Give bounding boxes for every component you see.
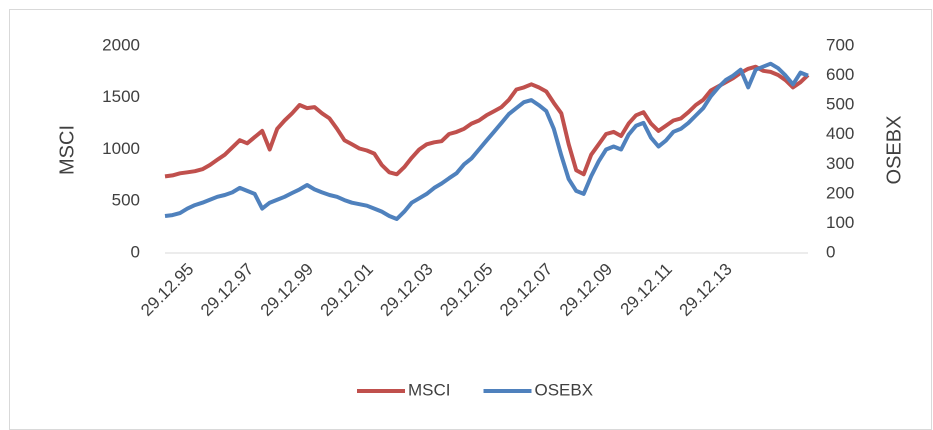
y2-tick-label: 200 [826, 183, 854, 202]
y2-tick-label: 400 [826, 124, 854, 143]
line-series [164, 61, 809, 221]
y2-tick-label: 600 [826, 65, 854, 84]
y2-tick-label: 100 [826, 213, 854, 232]
y2-tick-label: 700 [826, 35, 854, 54]
y2-axis-title: OSEBX [883, 116, 905, 185]
legend-label: MSCI [408, 380, 451, 399]
chart-border [9, 9, 932, 430]
line-series [164, 64, 810, 179]
y-axis-title: MSCI [56, 125, 78, 175]
y2-tick-label: 300 [826, 154, 854, 173]
y-tick-label: 2000 [102, 35, 140, 54]
legend-label: OSEBX [535, 380, 594, 399]
y-tick-label: 500 [112, 191, 140, 210]
y2-tick-label: 0 [826, 242, 835, 261]
y2-tick-label: 500 [826, 95, 854, 114]
y-tick-label: 1000 [102, 139, 140, 158]
y-tick-label: 1500 [102, 87, 140, 106]
y-tick-label: 0 [131, 242, 140, 261]
